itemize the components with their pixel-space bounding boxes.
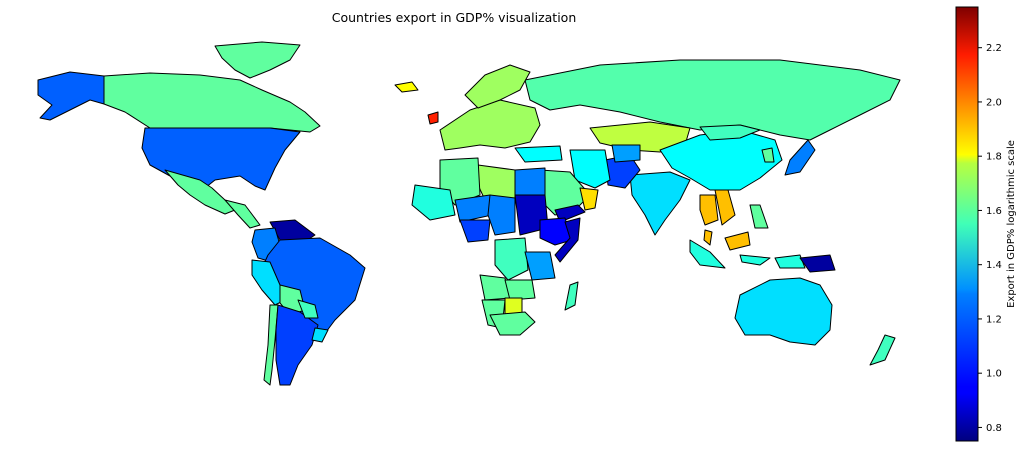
country-russia bbox=[524, 59, 901, 141]
country-tanzania bbox=[524, 251, 556, 281]
country-afghanistan bbox=[611, 144, 641, 163]
country-alaska bbox=[37, 71, 105, 121]
country-scandinavia bbox=[464, 64, 531, 109]
country-central-america bbox=[224, 199, 261, 229]
country-zambia bbox=[504, 279, 536, 301]
colorbar-tick-label: 1.8 bbox=[986, 152, 1002, 163]
colorbar-gradient bbox=[955, 6, 979, 442]
country-canada bbox=[103, 72, 321, 133]
colorbar-tick-label: 2.2 bbox=[986, 43, 1002, 54]
colorbar-label: Export in GDP% logarithmic scale bbox=[1006, 140, 1017, 308]
country-iceland bbox=[394, 81, 419, 93]
country-somalia bbox=[554, 217, 581, 263]
colorbar-tick-label: 1.0 bbox=[986, 369, 1002, 380]
colorbar-tick-label: 2.0 bbox=[986, 97, 1002, 108]
country-india bbox=[629, 171, 691, 236]
country-nigeria bbox=[459, 219, 491, 243]
country-mongolia bbox=[699, 124, 761, 141]
country-malaysia bbox=[703, 229, 751, 251]
country-oman bbox=[579, 187, 599, 211]
colorbar-tick-label: 0.8 bbox=[986, 423, 1002, 434]
country-uruguay bbox=[311, 327, 329, 343]
country-japan bbox=[784, 139, 816, 176]
map-title: Countries export in GDP% visualization bbox=[331, 10, 577, 25]
country-turkey bbox=[514, 145, 563, 163]
country-iran bbox=[569, 149, 611, 189]
countries-layer bbox=[37, 41, 901, 386]
country-australia bbox=[734, 277, 833, 346]
country-vietnam bbox=[714, 189, 736, 226]
colorbar-ticks: 0.8 1.0 1.2 1.4 1.6 1.8 2.0 2.2 bbox=[978, 43, 1002, 434]
country-dr-congo bbox=[494, 237, 529, 281]
country-mexico bbox=[164, 169, 236, 215]
country-philippines bbox=[749, 204, 769, 229]
country-ireland bbox=[427, 111, 439, 125]
country-paraguay bbox=[297, 299, 319, 319]
country-korea bbox=[761, 147, 775, 163]
country-thailand bbox=[699, 194, 719, 226]
country-greenland bbox=[214, 41, 301, 79]
colorbar-tick-label: 1.6 bbox=[986, 206, 1002, 217]
country-south-africa bbox=[489, 311, 536, 336]
country-papua-new-guinea bbox=[799, 254, 836, 273]
country-ethiopia bbox=[539, 217, 573, 246]
country-indonesia bbox=[689, 239, 806, 269]
country-mali bbox=[411, 184, 456, 221]
country-madagascar bbox=[564, 281, 579, 311]
country-new-zealand bbox=[869, 334, 896, 366]
colorbar-tick-label: 1.4 bbox=[986, 260, 1002, 271]
country-chad bbox=[487, 194, 516, 236]
colorbar-tick-label: 1.2 bbox=[986, 314, 1002, 325]
